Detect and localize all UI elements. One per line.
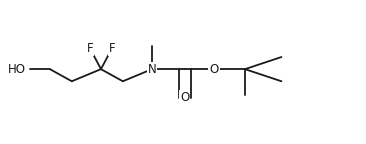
Text: O: O	[180, 91, 190, 104]
Text: N: N	[147, 63, 156, 76]
Text: F: F	[109, 42, 115, 55]
Text: F: F	[87, 42, 93, 55]
Text: O: O	[209, 63, 219, 76]
Text: HO: HO	[8, 63, 26, 76]
